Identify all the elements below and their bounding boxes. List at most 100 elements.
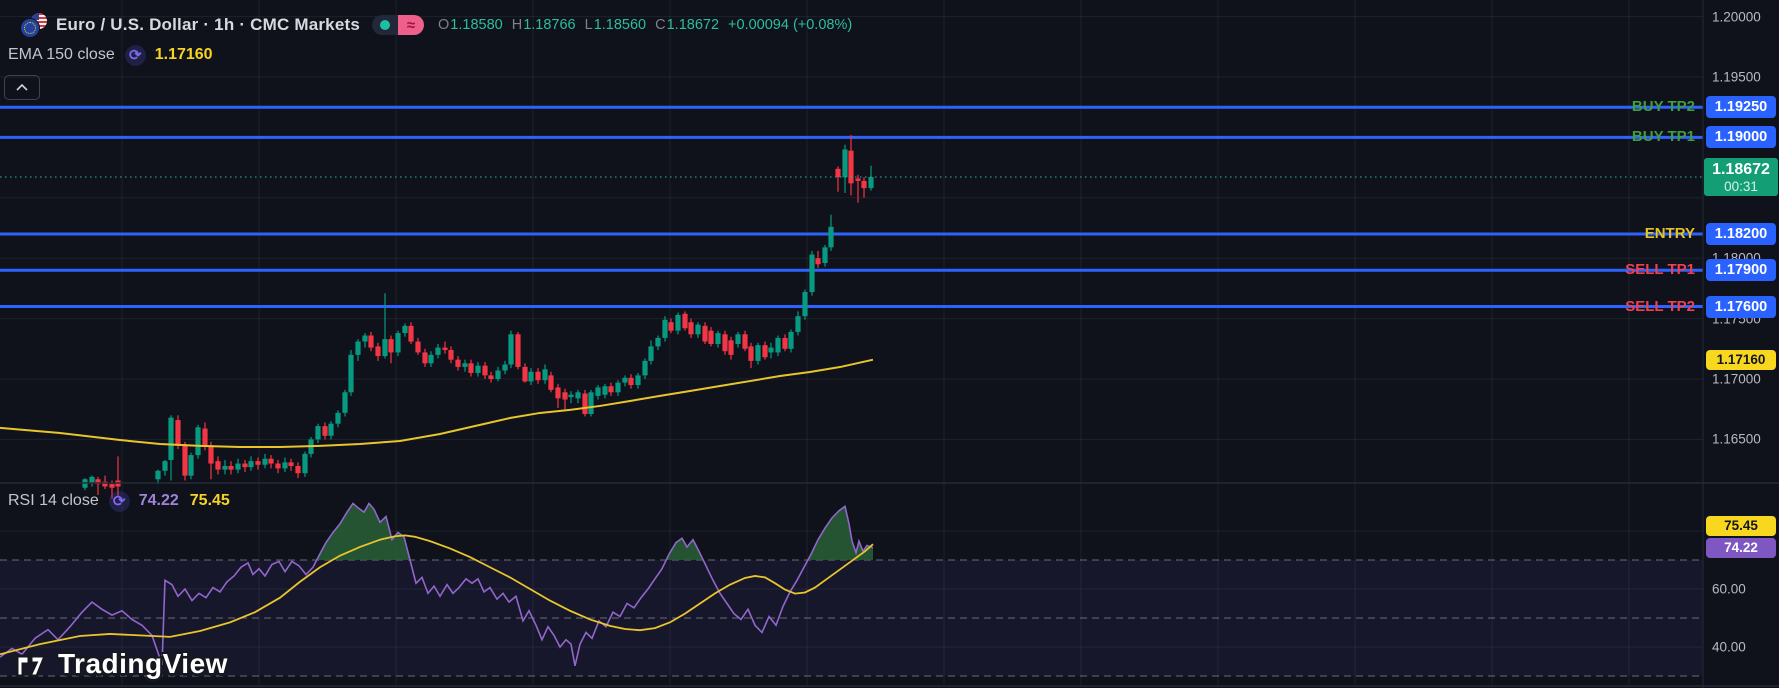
candle-body	[622, 377, 628, 383]
tradingview-watermark-text: TradingView	[58, 648, 228, 679]
candle-body	[395, 333, 401, 353]
candle-body	[109, 484, 115, 488]
candle-body	[768, 347, 774, 353]
rsi-tick-label: 60.00	[1712, 581, 1746, 597]
candle-body	[168, 417, 174, 460]
candle-body	[595, 387, 601, 396]
candle-body	[262, 458, 268, 465]
market-status-dot-icon	[380, 20, 391, 30]
candle-body	[415, 341, 421, 353]
symbol-title[interactable]: Euro / U.S. Dollar · 1h · CMC Markets	[56, 15, 361, 34]
price-level-tag[interactable]: 1.18200	[1706, 223, 1776, 246]
rsi-value-tag[interactable]: 74.22	[1706, 537, 1776, 558]
candle-body	[195, 427, 201, 456]
candle-body	[482, 365, 488, 376]
candle-body	[242, 463, 248, 468]
candle-body	[688, 322, 694, 335]
level-name-label[interactable]: SELL TP1	[1625, 261, 1695, 279]
rsi-legend-value: 74.22	[138, 492, 179, 509]
current-price-tag[interactable]: 1.18672 00:31	[1704, 158, 1778, 197]
candle-body	[648, 346, 654, 361]
tradingview-logo-icon	[15, 654, 48, 678]
low-label: L	[584, 17, 593, 33]
candle-body	[682, 313, 688, 329]
candle-body	[362, 335, 368, 342]
candle-body	[422, 352, 428, 364]
candle-body	[275, 463, 281, 469]
rsi-value-tag[interactable]: 75.45	[1706, 515, 1776, 536]
candle-body	[655, 337, 661, 347]
pane-collapse-button[interactable]	[4, 75, 40, 100]
price-level-tag[interactable]: 1.19250	[1706, 96, 1776, 119]
candle-body	[322, 426, 328, 436]
candle-body	[495, 370, 501, 379]
candle-body	[535, 371, 541, 381]
candle-body	[809, 254, 815, 293]
candle-body	[795, 316, 801, 332]
candle-body	[548, 375, 554, 390]
market-open-button[interactable]	[372, 15, 399, 35]
candle-body	[162, 461, 168, 471]
candle-body	[448, 350, 454, 360]
candle-body	[815, 258, 821, 265]
close-value: 1.18672	[666, 17, 720, 33]
candle-body	[588, 392, 594, 415]
candle-body	[855, 178, 861, 181]
candle-body	[822, 247, 828, 264]
level-name-label[interactable]: SELL TP2	[1625, 297, 1695, 315]
candle-body	[402, 325, 408, 334]
rsi-ma-legend-value: 75.45	[189, 492, 230, 509]
candle-body	[755, 345, 761, 361]
candle-body	[222, 465, 228, 470]
ema-legend-label[interactable]: EMA 150 close	[8, 46, 115, 63]
symbol-legend[interactable]: Euro / U.S. Dollar · 1h · CMC Markets ≈ …	[20, 12, 852, 38]
candle-body	[328, 423, 334, 436]
tradingview-watermark[interactable]: TradingView	[14, 648, 228, 680]
candle-body	[288, 462, 294, 466]
candle-body	[642, 360, 648, 376]
rsi-overbought-fill	[807, 506, 873, 560]
candle-body	[248, 461, 254, 468]
rsi-overbought-fill	[316, 503, 410, 560]
low-value: 1.18560	[593, 17, 647, 33]
candle-body	[368, 335, 374, 348]
candle-body	[635, 375, 641, 386]
candle-body	[828, 226, 834, 248]
candle-body	[722, 334, 728, 352]
candle-body	[715, 333, 721, 344]
ema-price-tag[interactable]: 1.17160	[1706, 349, 1776, 370]
ema-line	[0, 358, 874, 449]
price-level-tag[interactable]: 1.17900	[1706, 259, 1776, 282]
candle-body	[575, 392, 581, 399]
ohlc-values: O1.18580 H1.18766 L1.18560 C1.18672 +0.0…	[438, 17, 852, 33]
candle-body	[228, 465, 234, 470]
high-value: 1.18766	[523, 17, 576, 33]
open-label: O	[438, 17, 450, 33]
market-status-buttons[interactable]: ≈	[372, 15, 425, 35]
candle-body	[462, 363, 468, 367]
ema-indicator-legend[interactable]: EMA 150 close ⟳ 1.17160	[8, 44, 213, 66]
price-tick-label: 1.20000	[1712, 9, 1761, 25]
candle-body	[568, 394, 574, 398]
level-name-label[interactable]: ENTRY	[1644, 225, 1695, 243]
rsi-legend-label[interactable]: RSI 14 close	[8, 492, 99, 509]
price-level-tag[interactable]: 1.19000	[1706, 126, 1776, 149]
candle-body	[848, 150, 854, 184]
candle-body	[375, 346, 381, 357]
rsi-indicator-legend[interactable]: RSI 14 close ⟳ 74.22 75.45	[8, 490, 230, 512]
candle-body	[748, 346, 754, 361]
quick-trade-button[interactable]: ≈	[398, 15, 425, 35]
level-name-label[interactable]: BUY TP2	[1631, 98, 1695, 116]
level-name-label[interactable]: BUY TP1	[1631, 128, 1695, 146]
price-level-tag[interactable]: 1.17600	[1706, 295, 1776, 318]
candle-body	[562, 392, 568, 400]
candle-body	[408, 325, 414, 342]
candle-body	[542, 369, 548, 381]
candle-body	[295, 465, 301, 474]
candle-body	[868, 177, 874, 189]
candle-body	[382, 339, 388, 357]
candle-body	[155, 470, 161, 480]
